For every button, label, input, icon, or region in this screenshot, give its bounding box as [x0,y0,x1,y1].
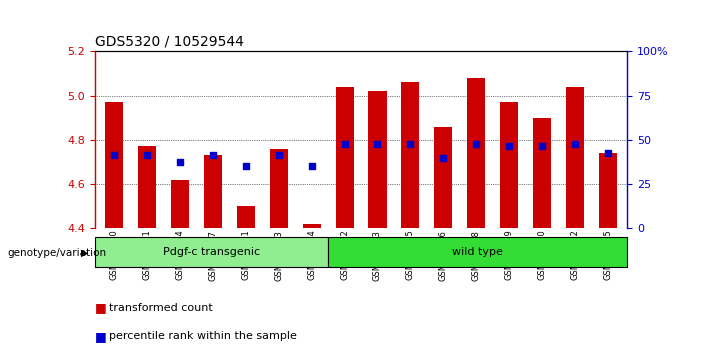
Text: transformed count: transformed count [109,303,212,313]
Bar [369,91,386,228]
Point [569,141,580,147]
Point [404,141,416,147]
Point [207,153,219,158]
Bar [500,102,518,228]
Point [470,141,482,147]
Point [273,153,285,158]
Bar [599,153,617,228]
Text: percentile rank within the sample: percentile rank within the sample [109,331,297,341]
Text: GDS5320 / 10529544: GDS5320 / 10529544 [95,35,243,49]
Text: ■: ■ [95,330,107,343]
Bar [171,180,189,228]
Text: genotype/variation: genotype/variation [7,248,106,258]
Bar [434,127,452,228]
Bar [204,155,222,228]
Point [306,164,318,169]
Bar [237,206,255,228]
Point [372,141,383,147]
Bar [95,237,327,267]
Bar [533,118,551,228]
Bar [401,82,419,228]
Point [109,153,120,158]
Point [437,155,449,160]
Bar [336,87,353,228]
Point [339,141,350,147]
Bar [566,87,584,228]
Text: ■: ■ [95,302,107,314]
Text: wild type: wild type [452,247,503,257]
Text: ▶: ▶ [81,248,89,258]
Bar [303,224,321,228]
Text: Pdgf-c transgenic: Pdgf-c transgenic [163,247,260,257]
Point [536,144,547,149]
Bar [270,149,288,228]
Point [142,153,153,158]
Bar [105,102,123,228]
Bar [467,78,485,228]
Point [240,164,252,169]
Point [175,159,186,165]
Point [602,150,613,156]
Bar [138,147,156,228]
Point [503,144,515,149]
Bar [327,237,627,267]
